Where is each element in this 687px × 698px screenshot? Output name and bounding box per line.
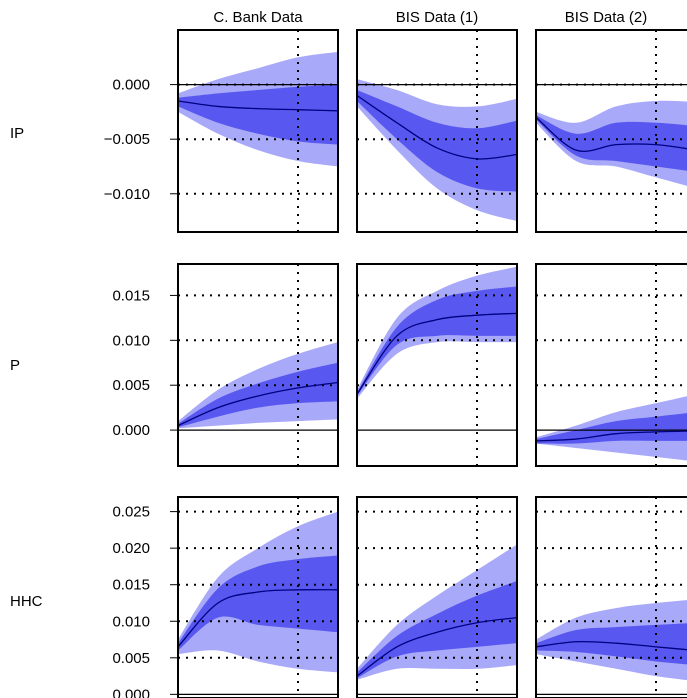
panel-frame [177,496,339,698]
panel-frame [535,29,687,233]
median-line [536,640,687,651]
y-tick-label: 0.010 [112,613,150,630]
median-line [178,100,338,112]
row-label-hhc: HHC [10,593,43,610]
median-line [357,94,517,160]
y-tick-label: 0.010 [112,332,150,349]
inner-confidence-band [178,362,338,428]
inner-confidence-band [536,413,687,444]
y-tick-label: 0.000 [112,77,150,94]
median-line [178,589,338,648]
y-tick-label: 0.015 [112,287,150,304]
panel-hhc-3 [535,496,687,698]
panel-frame [177,263,339,467]
y-tick-label: 0.005 [112,377,150,394]
panel-frame [356,29,518,233]
panel-p-1 [177,263,339,467]
y-tick-label: −0.005 [104,131,150,148]
column-header-c-bank: C. Bank Data [213,9,303,26]
median-line [536,430,687,442]
panel-frame [356,263,518,467]
panel-ip-1 [177,29,339,233]
inner-confidence-band [536,115,687,171]
y-tick-label: 0.025 [112,504,150,521]
panel-frame [535,496,687,698]
panel-grid: 0.000 −0.005 −0.010 0.015 0.010 0.005 0.000 0.0… [104,29,687,698]
panel-frame [535,263,687,467]
y-tick-label: 0.000 [112,422,150,439]
inner-confidence-band [536,623,687,665]
panel-ip-3 [535,29,687,233]
panel-frame [177,29,339,233]
median-line [357,616,517,677]
inner-confidence-band [357,581,517,679]
panel-p-3 [535,263,687,467]
panel-frame [356,496,518,698]
column-header-bis-1: BIS Data (1) [396,9,479,26]
y-tick-label: 0.015 [112,577,150,594]
panel-ip-2 [356,29,518,233]
panel-p-2 [356,263,518,467]
panel-hhc-1 [177,496,339,698]
median-line [178,381,338,427]
row-label-p: P [10,357,20,374]
inner-confidence-band [178,84,338,145]
y-tick-label: −0.010 [104,186,150,203]
y-tick-label: 0.020 [112,540,150,557]
median-line [357,312,517,395]
panel-hhc-2 [356,496,518,698]
median-line [536,116,687,152]
y-tick-label: 0.005 [112,650,150,667]
row-label-ip: IP [10,125,24,142]
y-tick-label: 0.000 [112,686,150,698]
column-header-bis-2: BIS Data (2) [565,9,648,26]
